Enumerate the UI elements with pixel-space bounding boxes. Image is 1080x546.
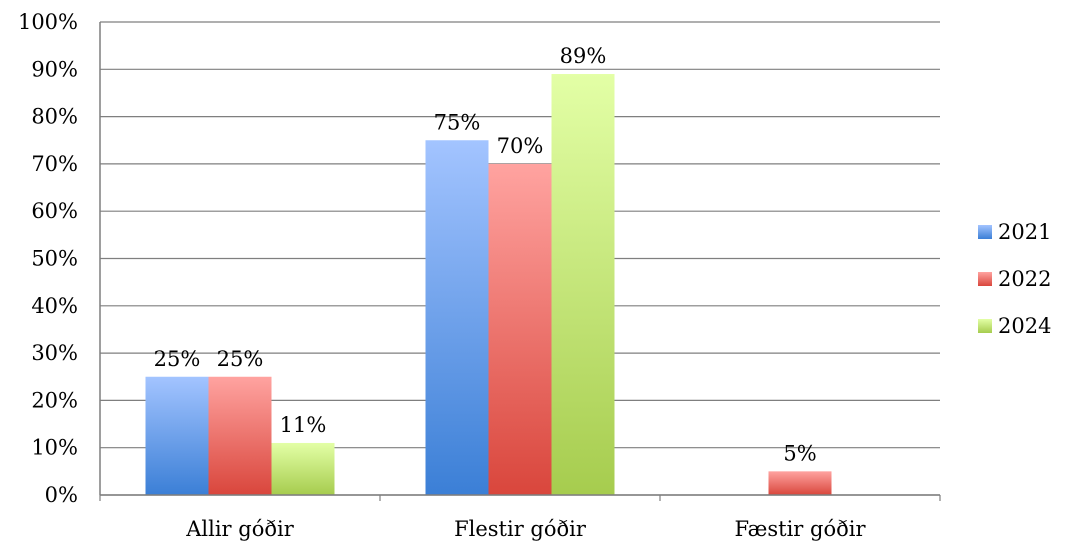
legend-swatch-2024 (978, 319, 992, 333)
y-tick-label: 70% (31, 152, 78, 176)
data-label-2021-allir-go-ir: 25% (154, 347, 201, 371)
bars (145, 74, 832, 495)
y-tick-label: 30% (31, 341, 78, 365)
bar-2021-allir-go-ir (145, 376, 209, 495)
data-label-2022-flestir-go-ir: 70% (497, 134, 544, 158)
data-label-2024-allir-go-ir: 11% (280, 413, 327, 437)
y-tick-label: 80% (31, 105, 78, 129)
y-tick-label: 10% (31, 436, 78, 460)
y-axis-tick-labels: 0% 10% 20% 30% 40% 50% 60% 70% 80% 90% 100% (18, 10, 78, 507)
data-label-2021-flestir-go-ir: 75% (434, 110, 481, 134)
bar-2022-flestir-go-ir (488, 163, 552, 495)
y-tick-label: 40% (31, 294, 78, 318)
y-tick-label: 60% (31, 199, 78, 223)
y-tick-label: 90% (31, 57, 78, 81)
legend-swatch-2022 (978, 272, 992, 286)
x-category-label: Flestir góðir (454, 517, 587, 541)
y-tick-label: 100% (18, 10, 78, 34)
legend: 2021 2022 2024 (978, 220, 1051, 338)
x-axis-category-labels: Allir góðir Flestir góðir Fæstir góðir (185, 517, 866, 541)
axes (99, 22, 941, 501)
bar-2022-f-stir-go-ir (768, 471, 832, 495)
y-tick-label: 0% (45, 483, 78, 507)
legend-swatch-2021 (978, 225, 992, 239)
bar-2024-allir-go-ir (271, 442, 335, 495)
data-label-2024-flestir-go-ir: 89% (560, 44, 607, 68)
x-category-label: Fæstir góðir (734, 517, 866, 541)
legend-label-2024: 2024 (998, 314, 1051, 338)
x-category-label: Allir góðir (185, 517, 294, 541)
data-label-2022-f-stir-go-ir: 5% (783, 441, 816, 465)
y-tick-label: 20% (31, 388, 78, 412)
legend-label-2022: 2022 (998, 267, 1051, 291)
data-label-2022-allir-go-ir: 25% (217, 347, 264, 371)
data-labels: 25% 25% 11% 75% 70% 89% 5% (154, 44, 817, 465)
y-tick-label: 50% (31, 247, 78, 271)
bar-2022-allir-go-ir (208, 376, 272, 495)
legend-label-2021: 2021 (998, 220, 1051, 244)
bar-2021-flestir-go-ir (425, 140, 489, 495)
bar-2024-flestir-go-ir (551, 74, 615, 495)
